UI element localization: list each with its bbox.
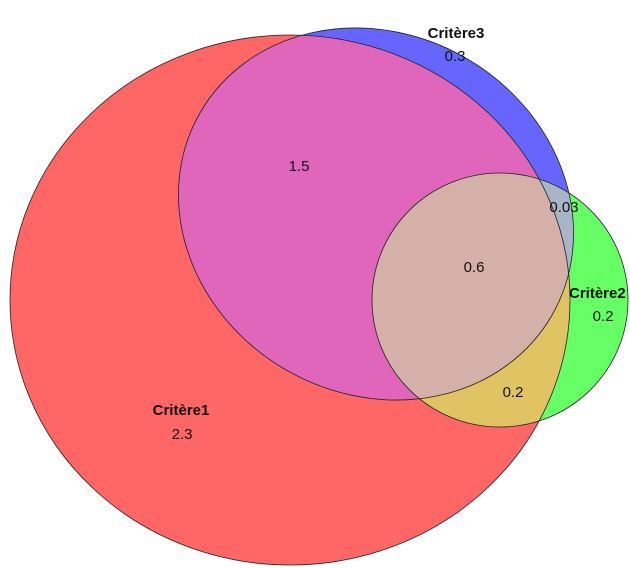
set-outlines bbox=[9, 27, 629, 566]
c2-c3-value-label: 0.03 bbox=[549, 199, 578, 216]
critere3-value-label: 0.3 bbox=[445, 48, 466, 65]
critere2-name-label: Critère2 bbox=[569, 285, 626, 302]
critere1-name-label: Critère1 bbox=[153, 402, 210, 419]
all-value-label: 0.6 bbox=[464, 259, 485, 276]
critere3-name-label: Critère3 bbox=[428, 25, 485, 42]
c1-c3-value-label: 1.5 bbox=[289, 158, 310, 175]
critere2-value-label: 0.2 bbox=[593, 308, 614, 325]
c1-c2-value-label: 0.2 bbox=[503, 384, 524, 401]
critere1-value-label: 2.3 bbox=[172, 426, 193, 443]
